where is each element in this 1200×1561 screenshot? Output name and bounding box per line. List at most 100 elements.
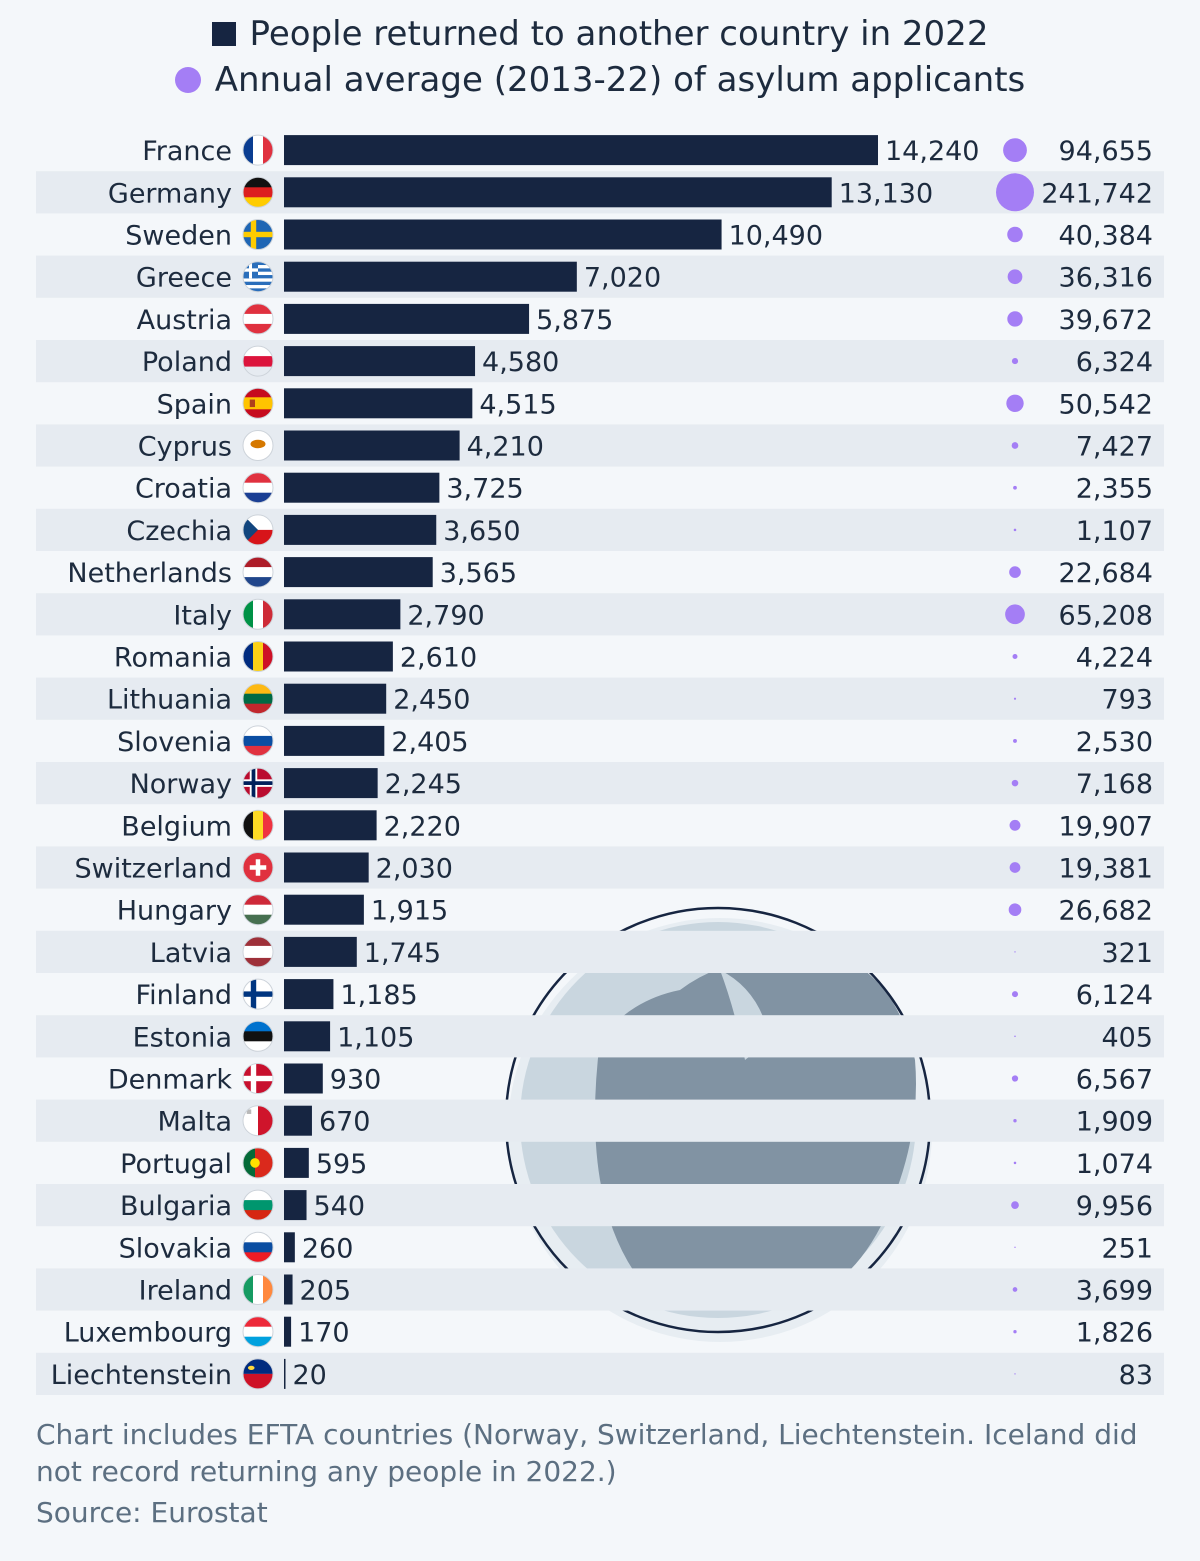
category-label: Ireland: [139, 1276, 232, 1307]
legend-swatch-returned: [211, 22, 236, 46]
bar-value-label: 2,030: [376, 854, 453, 885]
bubble: [1005, 604, 1025, 625]
category-label: Estonia: [133, 1022, 232, 1053]
row-band: [36, 424, 1164, 467]
bar: [284, 219, 722, 250]
bar-value-label: 4,210: [467, 432, 544, 463]
bubble: [1012, 653, 1018, 660]
bar-value-label: 4,580: [482, 347, 559, 378]
flag-icon: [242, 683, 274, 715]
bar: [284, 472, 440, 503]
bar-value-label: 670: [319, 1107, 371, 1138]
chart-row: Croatia 3,725 2,355: [135, 472, 1153, 505]
bar-value-label: 3,650: [443, 516, 520, 547]
category-label: Malta: [158, 1107, 232, 1138]
bubble: [1013, 1161, 1017, 1165]
bar-value-label: 1,745: [364, 938, 441, 969]
bar: [284, 1021, 331, 1052]
bubble: [1013, 697, 1017, 700]
bar: [284, 388, 473, 419]
bar-value-label: 540: [314, 1191, 366, 1222]
bar-value-label: 1,105: [337, 1022, 414, 1053]
bar: [284, 514, 437, 545]
chart-row: Sweden 10,490 40,384: [125, 219, 1153, 252]
bar: [284, 768, 378, 799]
chart-row: Spain 4,515 50,542: [157, 387, 1153, 420]
bar: [284, 979, 334, 1010]
flag-icon: [242, 936, 274, 968]
flag-icon: [242, 345, 274, 377]
flag-icon: [242, 598, 274, 630]
bubble: [1007, 269, 1023, 285]
flag-icon: [242, 1147, 274, 1179]
flag-icon: [242, 472, 274, 504]
bar-value-label: 5,875: [536, 305, 613, 336]
chart-row: Denmark 930 6,567: [108, 1063, 1153, 1096]
legend-item-asylum: Annual average (2013-22) of asylum appli…: [0, 58, 1200, 102]
chart-row: Germany 13,130 241,742: [108, 173, 1153, 212]
category-label: Spain: [157, 389, 232, 420]
bar: [284, 852, 369, 883]
bar-value-label: 2,790: [407, 600, 484, 631]
chart-row: Malta 670 1,909: [158, 1105, 1153, 1138]
category-label: Finland: [136, 980, 232, 1011]
flag-icon: [242, 1020, 274, 1052]
legend-label-returned: People returned to another country in 20…: [249, 14, 989, 54]
bar-value-label: 205: [300, 1276, 352, 1307]
bubble-value-label: 241,742: [1041, 178, 1153, 209]
bar: [284, 725, 385, 756]
row-band: [36, 762, 1164, 805]
chart-row: Cyprus 4,210 7,427: [138, 430, 1153, 463]
category-label: Luxembourg: [64, 1318, 232, 1349]
flag-icon: [242, 1316, 274, 1348]
bubble-value-label: 3,699: [1076, 1276, 1153, 1307]
bar-value-label: 3,565: [440, 558, 517, 589]
bubble: [1011, 1075, 1019, 1082]
legend-item-returned: People returned to another country in 20…: [0, 12, 1200, 56]
bubble-value-label: 40,384: [1059, 221, 1153, 252]
bubble-value-label: 251: [1101, 1233, 1153, 1264]
chart-row: Liechtenstein 20 83: [51, 1358, 1153, 1391]
bar: [284, 430, 460, 461]
bubble: [1013, 485, 1017, 490]
bar: [284, 810, 377, 841]
category-label: Cyprus: [138, 432, 232, 463]
row-band: [36, 846, 1164, 889]
bubble-value-label: 9,956: [1076, 1191, 1153, 1222]
row-band: [36, 677, 1164, 720]
flag-icon: [242, 1231, 274, 1263]
row-bands: [36, 171, 1164, 1395]
bubble-value-label: 22,684: [1059, 558, 1153, 589]
chart-notes: Chart includes EFTA countries (Norway, S…: [36, 1416, 1166, 1531]
chart-row: Latvia 1,745 321: [150, 936, 1153, 969]
category-label: Netherlands: [67, 558, 232, 589]
bubble-value-label: 793: [1101, 685, 1153, 716]
category-label: Bulgaria: [120, 1191, 232, 1222]
category-label: Slovakia: [119, 1233, 232, 1264]
bar-value-label: 2,245: [385, 769, 462, 800]
bubble-value-label: 405: [1101, 1022, 1153, 1053]
bar-value-label: 3,725: [446, 474, 523, 505]
chart-rows: France 14,240 94,655 Germany 13,130 241,742 Sw…: [51, 134, 1153, 1391]
bar: [284, 303, 530, 334]
bar-value-label: 10,490: [729, 221, 823, 252]
chart-row: Norway 2,245 7,168: [130, 767, 1153, 800]
bubble: [1007, 311, 1023, 327]
flag-icon: [242, 514, 274, 546]
chart-row: Lithuania 2,450 793: [107, 683, 1153, 716]
chart-row: Switzerland 2,030 19,381: [75, 852, 1153, 885]
bubble: [1013, 528, 1017, 532]
category-label: Portugal: [120, 1149, 232, 1180]
chart-row: Romania 2,610 4,224: [114, 641, 1153, 674]
bubble-value-label: 39,672: [1059, 305, 1153, 336]
bubble: [1014, 951, 1016, 953]
flag-icon: [242, 809, 274, 841]
bar-value-label: 2,220: [384, 811, 461, 842]
bubble-value-label: 94,655: [1059, 136, 1153, 167]
bubble-value-label: 1,826: [1076, 1318, 1153, 1349]
bubble: [1013, 1119, 1017, 1123]
row-band: [36, 255, 1164, 298]
flag-icon: [242, 1105, 274, 1137]
chart-row: Italy 2,790 65,208: [173, 598, 1153, 631]
bubble: [1014, 1373, 1016, 1375]
